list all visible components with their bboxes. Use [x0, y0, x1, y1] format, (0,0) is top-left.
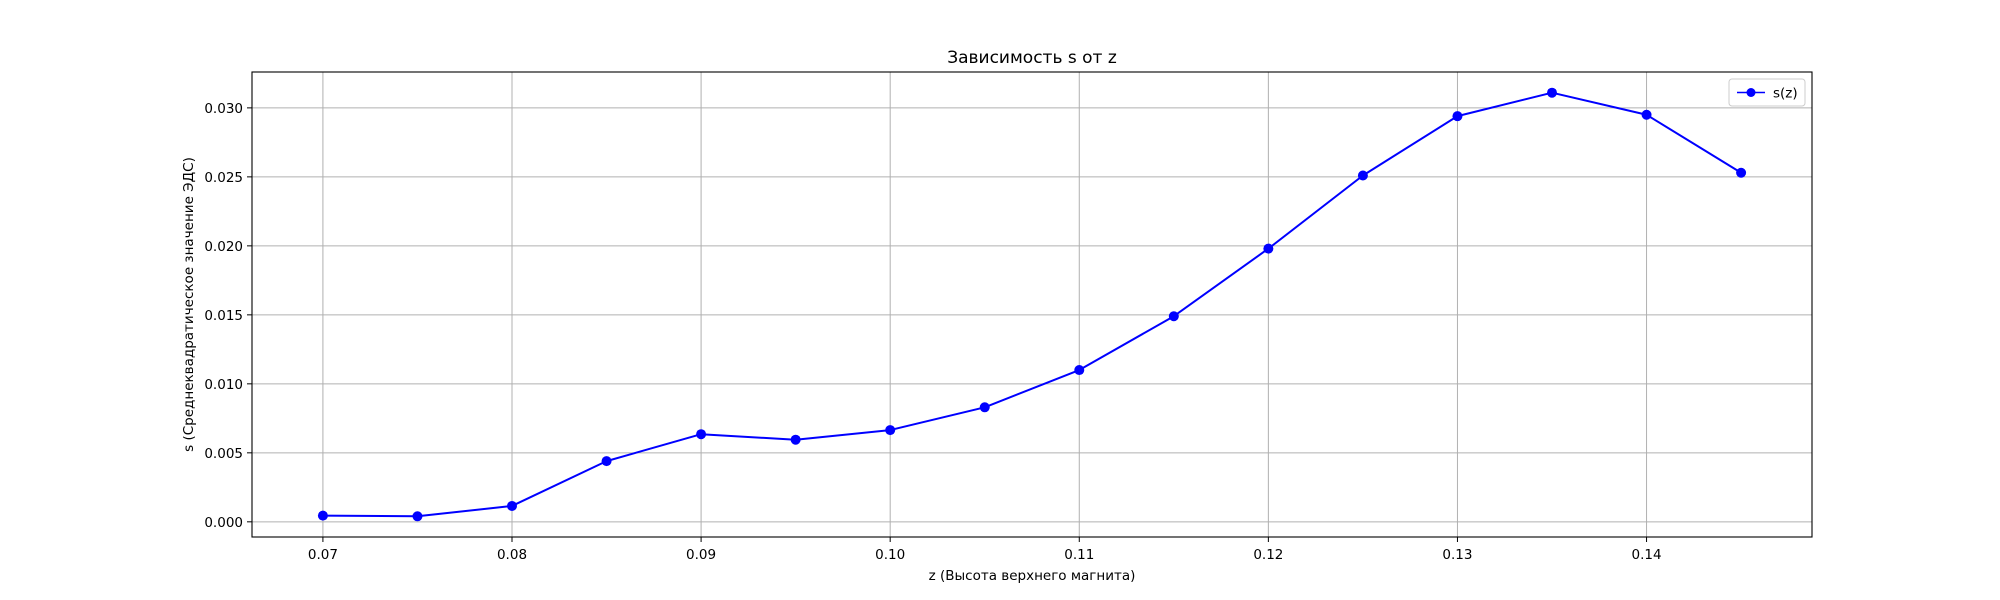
data-point: [1452, 111, 1463, 122]
legend-marker-icon: [1746, 88, 1756, 97]
data-point: [790, 434, 801, 445]
data-point: [1357, 170, 1368, 181]
data-point: [1263, 243, 1274, 254]
data-point: [1641, 109, 1652, 120]
data-point: [1736, 167, 1747, 178]
legend-box: [1728, 78, 1806, 107]
series-line: [322, 91, 1742, 518]
data-point: [1168, 311, 1179, 322]
data-point: [412, 511, 423, 522]
x-tick-label: 0.07: [308, 547, 338, 563]
y-tick-label: 0.030: [204, 101, 243, 117]
data-point: [979, 402, 990, 413]
y-axis-label: s (Среднеквадратическое значение ЭДС): [181, 157, 197, 452]
data-point: [317, 510, 328, 521]
y-tick-label: 0.025: [204, 170, 243, 186]
y-tick-label: 0.000: [204, 515, 243, 531]
grid: [252, 72, 1812, 537]
data-point: [1074, 365, 1085, 376]
plot-frame: [251, 71, 1813, 538]
ticks: 0.07 0.08 0.09 0.10 0.11 0.12 0.13 0.14 0.000 0.0…: [204, 101, 1661, 563]
data-point: [601, 456, 612, 467]
x-tick-label: 0.09: [686, 547, 716, 563]
chart-title: Зависимость s от z: [947, 48, 1117, 68]
series-layer: [317, 87, 1747, 522]
data-point: [1547, 87, 1557, 98]
x-tick-label: 0.13: [1442, 547, 1472, 563]
data-point: [507, 500, 517, 511]
y-tick-label: 0.010: [204, 377, 243, 393]
y-tick-label: 0.015: [204, 308, 243, 324]
x-tick-label: 0.08: [497, 547, 527, 563]
legend-label: s(z): [1773, 86, 1798, 102]
x-axis-label: z (Высота верхнего магнита): [929, 568, 1136, 584]
data-point: [696, 429, 707, 440]
y-tick-label: 0.020: [204, 239, 243, 255]
y-tick-label: 0.005: [204, 446, 243, 462]
data-point: [885, 425, 896, 436]
x-tick-label: 0.14: [1632, 547, 1662, 563]
x-tick-label: 0.12: [1253, 547, 1283, 563]
x-tick-label: 0.11: [1064, 547, 1094, 563]
legend: s(z): [1728, 78, 1806, 107]
x-tick-label: 0.10: [875, 547, 905, 563]
